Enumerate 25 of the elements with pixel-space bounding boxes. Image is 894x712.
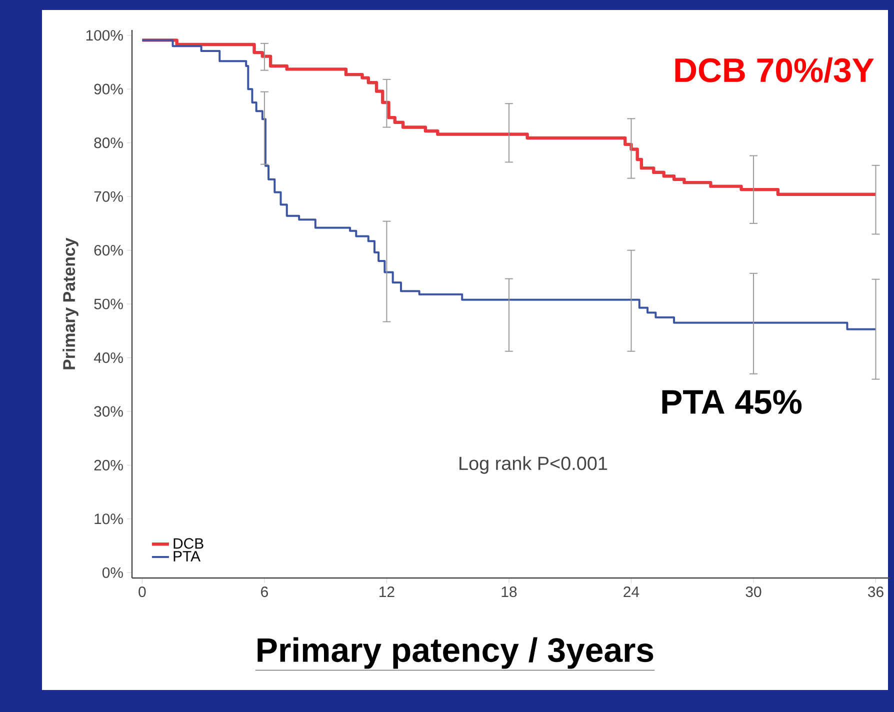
x-tick-label: 12 [380, 586, 394, 597]
legend-label: PTA [174, 551, 200, 562]
annotation: DCB 70%/3Y [675, 57, 874, 83]
y-tick-label: 80% [94, 138, 123, 148]
y-tick-label: 90% [94, 84, 123, 94]
y-tick-label: 40% [94, 352, 123, 364]
y-tick-label: 0% [102, 567, 123, 578]
y-tick-label: 20% [94, 460, 123, 470]
y-tick-label: 60% [94, 244, 123, 256]
y-tick-label: 10% [94, 514, 123, 524]
x-tick-label: 18 [502, 586, 517, 598]
y-tick-label: 100% [86, 30, 123, 41]
x-tick-label: 6 [261, 586, 268, 598]
legend-label: DCB [174, 538, 204, 549]
x-tick-label: 0 [138, 586, 146, 598]
text: Primary patency / 3years [258, 637, 654, 669]
y-tick-label: 70% [94, 191, 123, 202]
x-tick-label: 36 [868, 586, 884, 598]
y-tick-label: 50% [94, 298, 123, 310]
x-tick-label: 24 [624, 586, 640, 597]
y-axis-title: Primary Patency [62, 238, 78, 370]
x-tick-label: 30 [746, 586, 762, 598]
annotation: Log rank P<0.001 [460, 456, 608, 474]
annotation: PTA 45% [662, 390, 802, 414]
y-tick-label: 30% [94, 406, 123, 417]
